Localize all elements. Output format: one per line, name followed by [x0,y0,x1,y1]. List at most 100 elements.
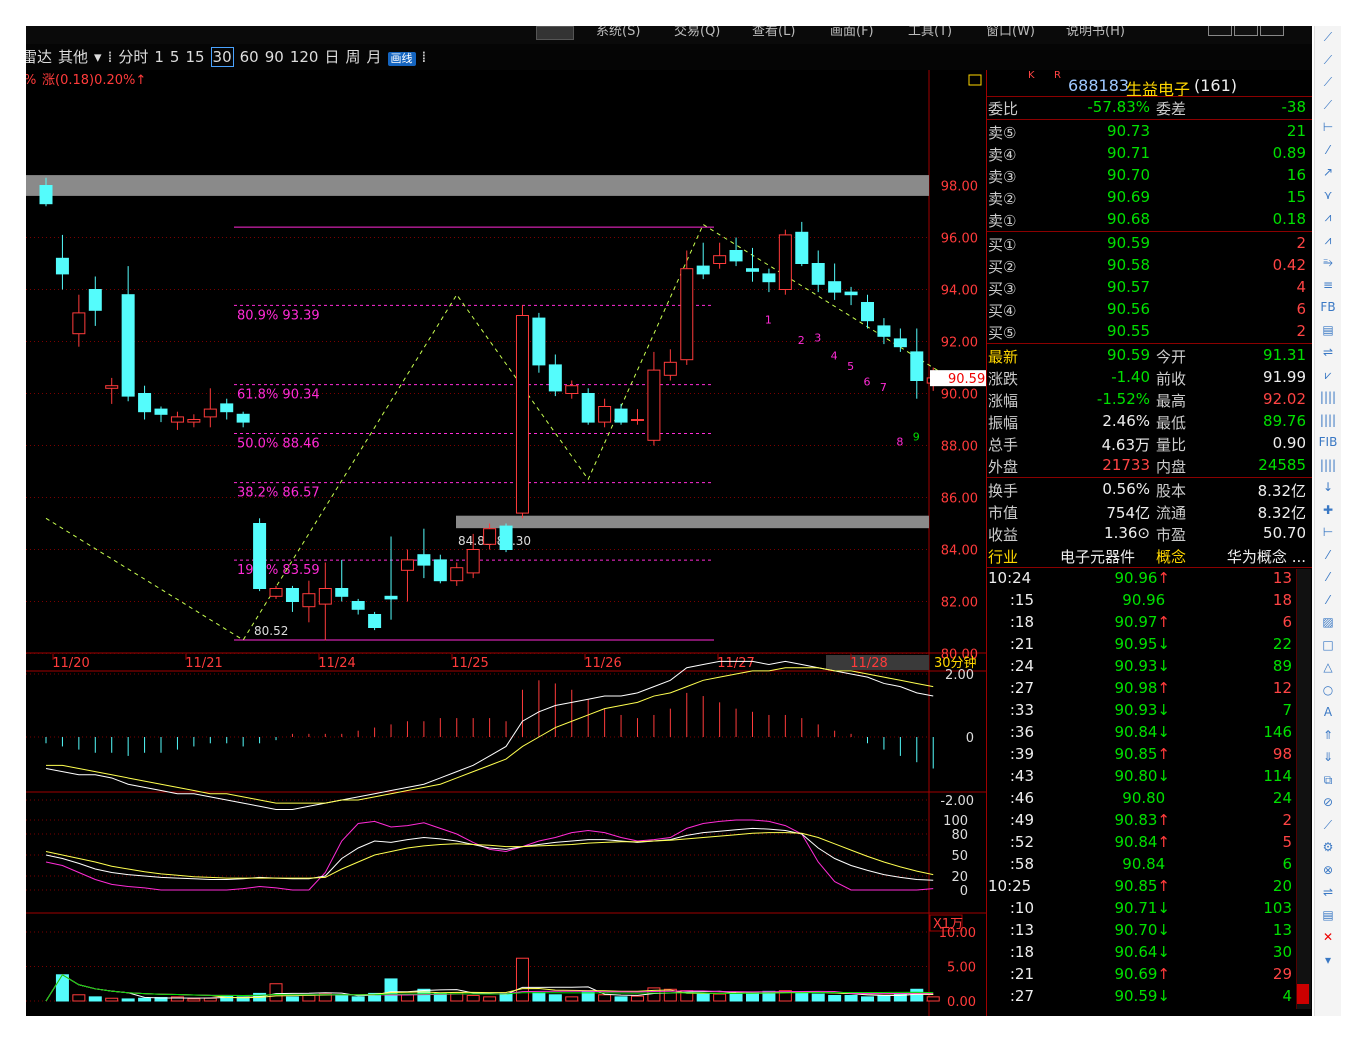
draw-tool-icon-0[interactable]: ⟋ [1323,30,1333,44]
tick-scrollbar[interactable] [1296,569,1311,1009]
draw-tool-icon-28[interactable]: △ [1323,660,1333,674]
menu-item-0[interactable]: 系统(S) [596,26,641,39]
draw-tool-icon-22[interactable]: ⊢ [1322,525,1334,539]
toolbar-item-13[interactable]: 周 [345,48,361,66]
candle-body [630,419,644,421]
tick-volume: 6 [1282,613,1292,631]
draw-tool-icon-23[interactable]: ⁄ [1326,547,1329,562]
menu-item-2[interactable]: 查看(L) [752,26,796,39]
draw-tool-icon-35[interactable]: ⟋ [1323,817,1333,832]
draw-tool-icon-1[interactable]: ⟋ [1323,52,1333,67]
tick-volume: 5 [1282,833,1292,851]
toolbar-item-15[interactable]: ⁞ [421,48,427,66]
draw-tool-icon-12[interactable]: FB [1320,300,1336,314]
stat-label: 涨幅 [988,392,1019,410]
toolbar-item-12[interactable]: 日 [324,48,340,66]
draw-tool-icon-38[interactable]: ⇌ [1322,885,1334,899]
toolbar-item-4[interactable]: 分时 [118,48,149,66]
toolbar-item-8[interactable]: 30 [210,47,234,67]
draw-tool-icon-34[interactable]: ⊘ [1322,795,1334,809]
draw-tool-icon-2[interactable]: ⟋ [1323,75,1333,89]
draw-tool-icon-11[interactable]: ≡ [1322,277,1334,292]
draw-tool-icon-18[interactable]: FIB [1318,435,1338,449]
toolbar-item-2[interactable]: ▾ [94,48,102,66]
draw-tool-icon-19[interactable]: |||| [1319,457,1337,472]
draw-tool-icon-33[interactable]: ⧉ [1323,772,1333,787]
stat-label2: 内盘 [1156,458,1187,476]
menu-item-3[interactable]: 画面(F) [830,26,874,39]
draw-tool-icon-14[interactable]: ⇌ [1322,345,1334,359]
tick-price: 90.95↓ [1114,635,1170,653]
draw-tool-icon-10[interactable]: ⥱ [1323,255,1333,269]
draw-tool-icon-26[interactable]: ▨ [1322,615,1334,629]
draw-tool-icon-32[interactable]: ⇓ [1322,750,1334,764]
toolbar-item-7[interactable]: 15 [185,48,205,66]
candle-body [680,268,694,361]
tick-time: :18 [1009,613,1034,631]
kline-chart-area[interactable]: 98.0096.0094.0092.0090.0088.0086.0084.00… [26,70,986,1016]
tick-scroll-thumb[interactable] [1297,984,1309,1004]
draw-tool-icon-3[interactable]: ⟋ [1323,97,1333,112]
draw-tool-icon-4[interactable]: ⊢ [1322,120,1334,134]
draw-tool-icon-40[interactable]: ✕ [1322,930,1334,944]
sell-volume: 15 [1286,188,1306,206]
candle-body [138,393,152,413]
toolbar-item-10[interactable]: 90 [264,48,284,66]
draw-tool-icon-24[interactable]: ⁄ [1326,570,1329,584]
draw-tool-icon-30[interactable]: A [1323,705,1333,719]
tick-time: :52 [1009,833,1034,851]
draw-tool-icon-31[interactable]: ⇑ [1322,727,1334,742]
toolbar-item-11[interactable]: 120 [289,48,319,66]
draw-tool-icon-37[interactable]: ⊗ [1322,862,1334,877]
draw-tool-icon-8[interactable]: ⩘ [1324,210,1332,224]
minimize-button[interactable] [1208,26,1232,36]
toolbar-item-0[interactable]: 雷达 [26,48,53,66]
buy-label: 买② [988,258,1017,276]
candle-body [483,528,497,545]
menu-item-4[interactable]: 工具(T) [908,26,953,39]
draw-tool-icon-21[interactable]: ✚ [1322,502,1334,517]
draw-tool-icon-6[interactable]: ↗ [1322,165,1334,179]
draw-tool-icon-25[interactable]: ⁄ [1326,592,1329,607]
macd-tick-label: 0 [966,731,974,746]
draw-tool-icon-39[interactable]: ▤ [1322,907,1334,922]
toolbar-item-5[interactable]: 1 [154,48,164,66]
draw-tool-icon-13[interactable]: ▤ [1322,322,1334,337]
draw-tool-icon-29[interactable]: ○ [1322,682,1334,697]
toolbar-item-14[interactable]: 月 [366,48,382,66]
candle-body [762,273,776,283]
toolbar-item-9[interactable]: 60 [239,48,259,66]
tick-time: :27 [1009,679,1034,697]
price-tag-bg [930,370,986,387]
panel-toggle-icon[interactable] [968,74,982,86]
candle-body [154,408,168,415]
toolbar-item-3[interactable]: ⁞ [107,48,113,66]
draw-tool-icon-15[interactable]: ⩗ [1324,367,1332,382]
draw-tool-icon-9[interactable]: ⩘ [1324,232,1332,247]
y-tick-label: 84.00 [941,544,978,559]
sell-price: 90.68 [1107,210,1150,228]
industry-value[interactable]: 电子元器件 [1060,548,1136,566]
volume-bar [598,994,612,1002]
menu-item-6[interactable]: 说明书(H) [1066,26,1125,39]
toolbar-item-1[interactable]: 其他 [58,48,89,66]
draw-tool-icon-5[interactable]: ⁄ [1326,142,1329,157]
draw-tool-icon-41[interactable]: ▾ [1324,952,1332,967]
sell-volume: 0.18 [1272,210,1306,228]
concept-value[interactable]: 华为概念 ... [1226,548,1306,566]
draw-line-button[interactable]: 画线 [387,52,416,66]
draw-tool-icon-7[interactable]: ⋎ [1323,187,1333,202]
period-label[interactable]: 30分钟 [934,655,977,671]
draw-tool-icon-36[interactable]: ⚙ [1322,840,1334,854]
draw-tool-icon-20[interactable]: ↓ [1322,480,1334,494]
menu-item-1[interactable]: 交易(Q) [674,26,721,39]
candle-body [745,268,759,272]
draw-tool-icon-27[interactable]: □ [1322,637,1334,652]
draw-tool-icon-17[interactable]: |||| [1319,412,1337,427]
tick-price: 90.70↓ [1114,921,1170,939]
draw-tool-icon-16[interactable]: |||| [1319,390,1337,404]
menu-item-5[interactable]: 窗口(W) [986,26,1035,39]
toolbar-item-6[interactable]: 5 [169,48,180,66]
restore-button[interactable] [1234,26,1258,36]
close-button[interactable] [1260,26,1284,36]
